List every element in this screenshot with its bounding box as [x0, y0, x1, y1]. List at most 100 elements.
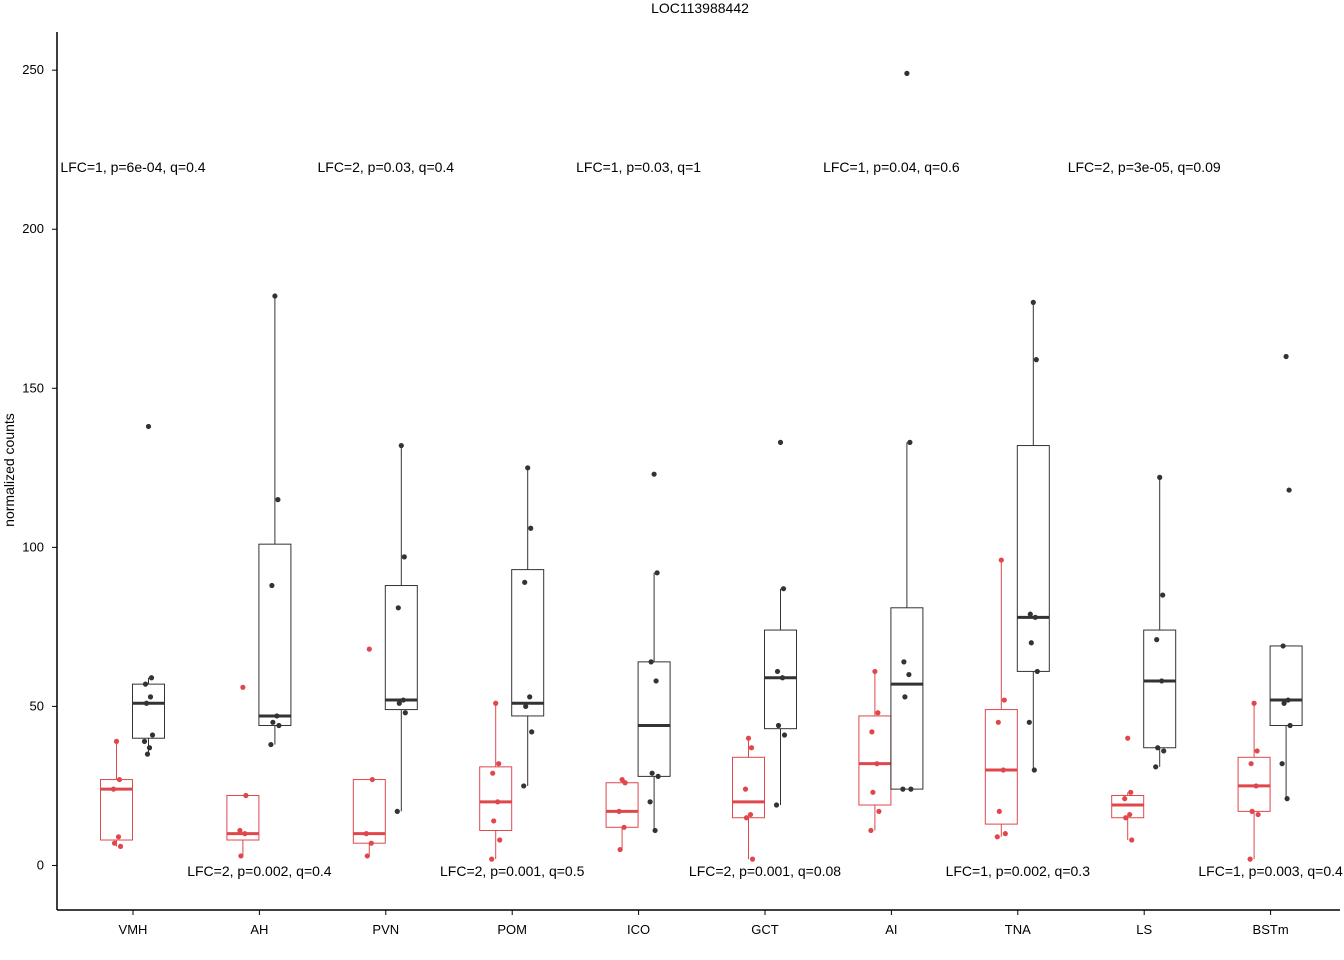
- stat-annotation: LFC=1, p=0.002, q=0.3: [946, 863, 1091, 879]
- y-ticks: 0 50 100 150 200 250: [22, 62, 57, 872]
- data-point: [1032, 614, 1038, 620]
- data-point: [775, 722, 782, 729]
- data-point: [1123, 815, 1129, 821]
- data-point: [907, 439, 913, 445]
- data-point: [1127, 811, 1133, 818]
- data-point: [491, 818, 497, 824]
- box-iqr: [226, 794, 260, 841]
- box-iqr: [100, 779, 133, 841]
- data-point: [876, 808, 882, 814]
- data-point: [490, 770, 496, 776]
- data-point: [1000, 767, 1006, 773]
- data-point: [1254, 748, 1260, 754]
- data-point: [147, 694, 154, 700]
- data-point: [870, 789, 876, 795]
- y-tick-label: 50: [30, 698, 44, 713]
- data-point: [616, 808, 622, 814]
- y-axis-label: normalized counts: [1, 413, 17, 527]
- data-point: [902, 694, 908, 700]
- y-tick-label: 200: [22, 221, 44, 236]
- data-point: [402, 710, 408, 716]
- box-iqr: [1269, 645, 1303, 726]
- x-tick-label: POM: [497, 922, 527, 937]
- data-point: [116, 776, 123, 783]
- data-point: [243, 792, 249, 799]
- data-point: [117, 843, 124, 849]
- data-point: [1128, 789, 1134, 795]
- x-tick-label: BSTm: [1253, 922, 1289, 937]
- data-point: [875, 710, 881, 716]
- data-point: [647, 799, 653, 805]
- stat-annotation: LFC=1, p=0.003, q=0.4: [1198, 863, 1343, 879]
- y-tick-label: 150: [22, 380, 44, 395]
- data-point: [497, 837, 503, 843]
- data-point: [396, 700, 402, 706]
- stat-annotation: LFC=2, p=0.001, q=0.08: [689, 863, 841, 879]
- data-point: [1001, 697, 1007, 703]
- data-point: [1031, 767, 1037, 773]
- data-point: [617, 846, 623, 853]
- data-point: [904, 70, 910, 76]
- data-point: [1161, 748, 1167, 754]
- stat-annotation: LFC=1, p=0.03, q=1: [576, 159, 701, 175]
- data-point: [780, 586, 787, 592]
- x-tick-label: AI: [885, 922, 897, 937]
- data-point: [747, 811, 754, 818]
- data-point: [781, 732, 788, 738]
- data-point: [1030, 299, 1036, 305]
- data-point: [654, 570, 660, 576]
- data-point: [1154, 637, 1160, 643]
- data-point: [142, 681, 149, 687]
- data-point: [238, 853, 244, 859]
- stat-annotation: LFC=1, p=6e-04, q=0.4: [60, 159, 205, 175]
- data-point: [745, 735, 752, 741]
- data-point: [1280, 643, 1286, 649]
- data-point: [401, 554, 407, 560]
- y-tick-label: 100: [22, 539, 44, 554]
- data-point: [869, 729, 875, 735]
- data-point: [274, 713, 280, 719]
- data-point: [523, 703, 529, 710]
- data-point: [1284, 796, 1290, 802]
- data-point: [748, 745, 755, 751]
- stat-annotation: LFC=2, p=0.03, q=0.4: [317, 159, 454, 175]
- data-point: [773, 802, 780, 808]
- stat-annotation: LFC=1, p=0.04, q=0.6: [823, 159, 960, 175]
- data-point: [1157, 474, 1163, 480]
- data-point: [655, 773, 661, 779]
- box-iqr: [384, 585, 418, 711]
- box-iqr: [258, 543, 292, 726]
- data-point: [621, 824, 627, 830]
- data-point: [651, 471, 657, 477]
- data-point: [268, 741, 274, 748]
- data-point: [1247, 856, 1253, 862]
- data-point: [146, 745, 153, 751]
- data-point: [1028, 640, 1034, 646]
- x-tick-label: AH: [250, 922, 268, 937]
- data-point: [779, 675, 786, 681]
- data-point: [996, 808, 1002, 814]
- data-point: [777, 439, 784, 445]
- data-point: [652, 827, 658, 834]
- stat-annotation: LFC=2, p=0.002, q=0.4: [187, 863, 332, 879]
- stat-annotation: LFC=2, p=3e-05, q=0.09: [1068, 159, 1221, 175]
- data-point: [395, 605, 401, 611]
- data-point: [900, 786, 906, 792]
- data-point: [1159, 678, 1165, 684]
- data-point: [1125, 735, 1131, 741]
- data-point: [495, 799, 501, 805]
- data-point: [1279, 761, 1285, 767]
- data-point: [489, 856, 495, 862]
- data-point: [1027, 611, 1033, 617]
- data-point: [369, 776, 375, 783]
- x-tick-label: VMH: [119, 922, 148, 937]
- data-point: [1283, 353, 1289, 360]
- data-point: [648, 659, 654, 665]
- data-point: [275, 497, 281, 503]
- data-point: [276, 722, 282, 729]
- data-point: [141, 738, 148, 744]
- box-iqr: [511, 569, 545, 717]
- boxes-layer: [100, 70, 1303, 862]
- data-point: [743, 815, 750, 821]
